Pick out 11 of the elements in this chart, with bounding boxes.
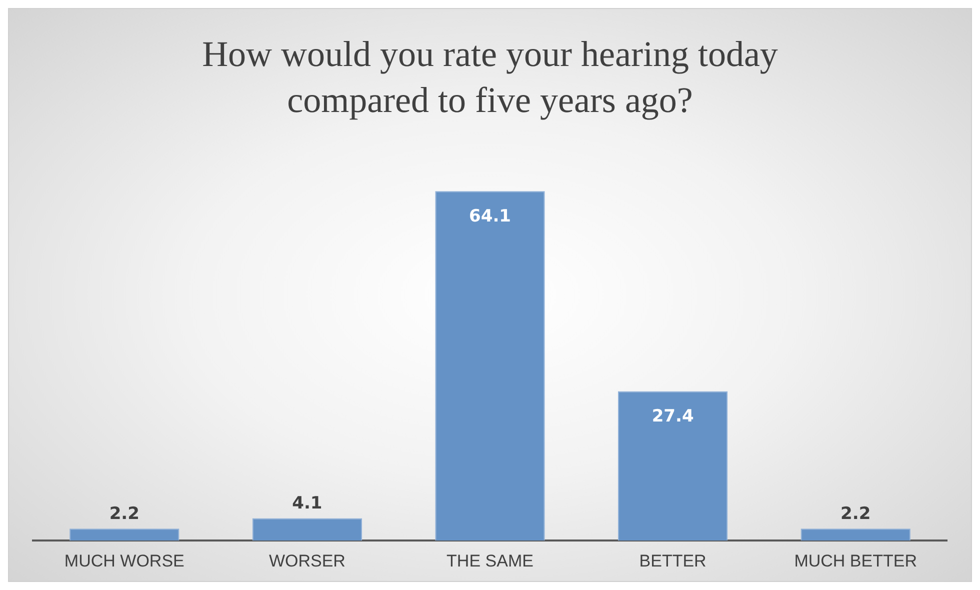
data-label: 2.2 <box>840 504 871 524</box>
x-tick-label: BETTER <box>639 551 706 570</box>
x-tick-label: WORSER <box>268 551 346 570</box>
data-label: 64.1 <box>469 206 511 227</box>
data-label: 2.2 <box>109 504 140 524</box>
x-tick-label: MUCH WORSE <box>64 551 184 570</box>
data-label: 27.4 <box>652 406 694 427</box>
data-label: 4.1 <box>292 494 322 514</box>
x-tick-label: MUCH BETTER <box>794 551 917 570</box>
x-tick-label: THE SAME <box>446 551 534 570</box>
chart-title: How would you rate your hearing today compared to five years ago? <box>201 33 779 122</box>
